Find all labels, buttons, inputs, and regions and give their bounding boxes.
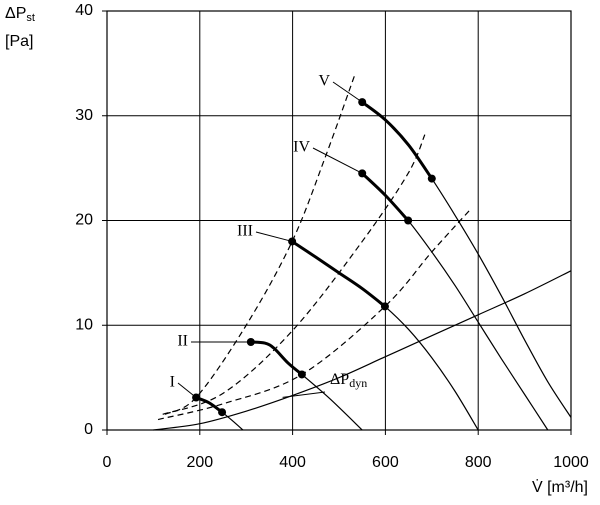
operating-point xyxy=(428,175,436,183)
operating-range xyxy=(362,102,432,178)
operating-point xyxy=(218,408,226,416)
x-tick-label: 400 xyxy=(279,454,306,471)
leader-line xyxy=(333,82,362,102)
curve-label: II xyxy=(177,333,188,350)
leader-line xyxy=(256,232,292,241)
operating-point xyxy=(381,302,389,310)
curve-label: IV xyxy=(293,139,310,156)
y-tick-label: 40 xyxy=(75,2,93,19)
x-tick-label: 800 xyxy=(465,454,492,471)
y-tick-label: 0 xyxy=(84,421,93,438)
leader-line xyxy=(178,383,196,398)
y-tick-label: 20 xyxy=(75,212,93,229)
y-axis-label: ΔPst xyxy=(5,5,35,24)
fan-curve xyxy=(362,102,571,417)
x-tick-label: 0 xyxy=(103,454,112,471)
label-sub: dyn xyxy=(349,376,367,390)
curve-label: III xyxy=(237,223,253,240)
y-tick-label: 10 xyxy=(75,316,93,333)
y-tick-label: 30 xyxy=(75,107,93,124)
x-tick-label: 600 xyxy=(372,454,399,471)
x-axis-label: V̇ [m³/h] xyxy=(532,478,588,496)
label-main: ΔP xyxy=(330,371,349,388)
x-tick-label: 200 xyxy=(186,454,213,471)
leader-line xyxy=(313,148,362,173)
operating-range xyxy=(292,241,385,306)
y-axis-unit: [Pa] xyxy=(5,33,33,50)
curve-label: I xyxy=(170,374,175,391)
operating-point xyxy=(404,217,412,225)
leader-line xyxy=(283,392,325,397)
operating-point xyxy=(298,370,306,378)
curve-label: V xyxy=(318,73,330,90)
x-tick-label: 1000 xyxy=(553,454,589,471)
dynamic-pressure-label: ΔPdyn xyxy=(330,371,367,390)
